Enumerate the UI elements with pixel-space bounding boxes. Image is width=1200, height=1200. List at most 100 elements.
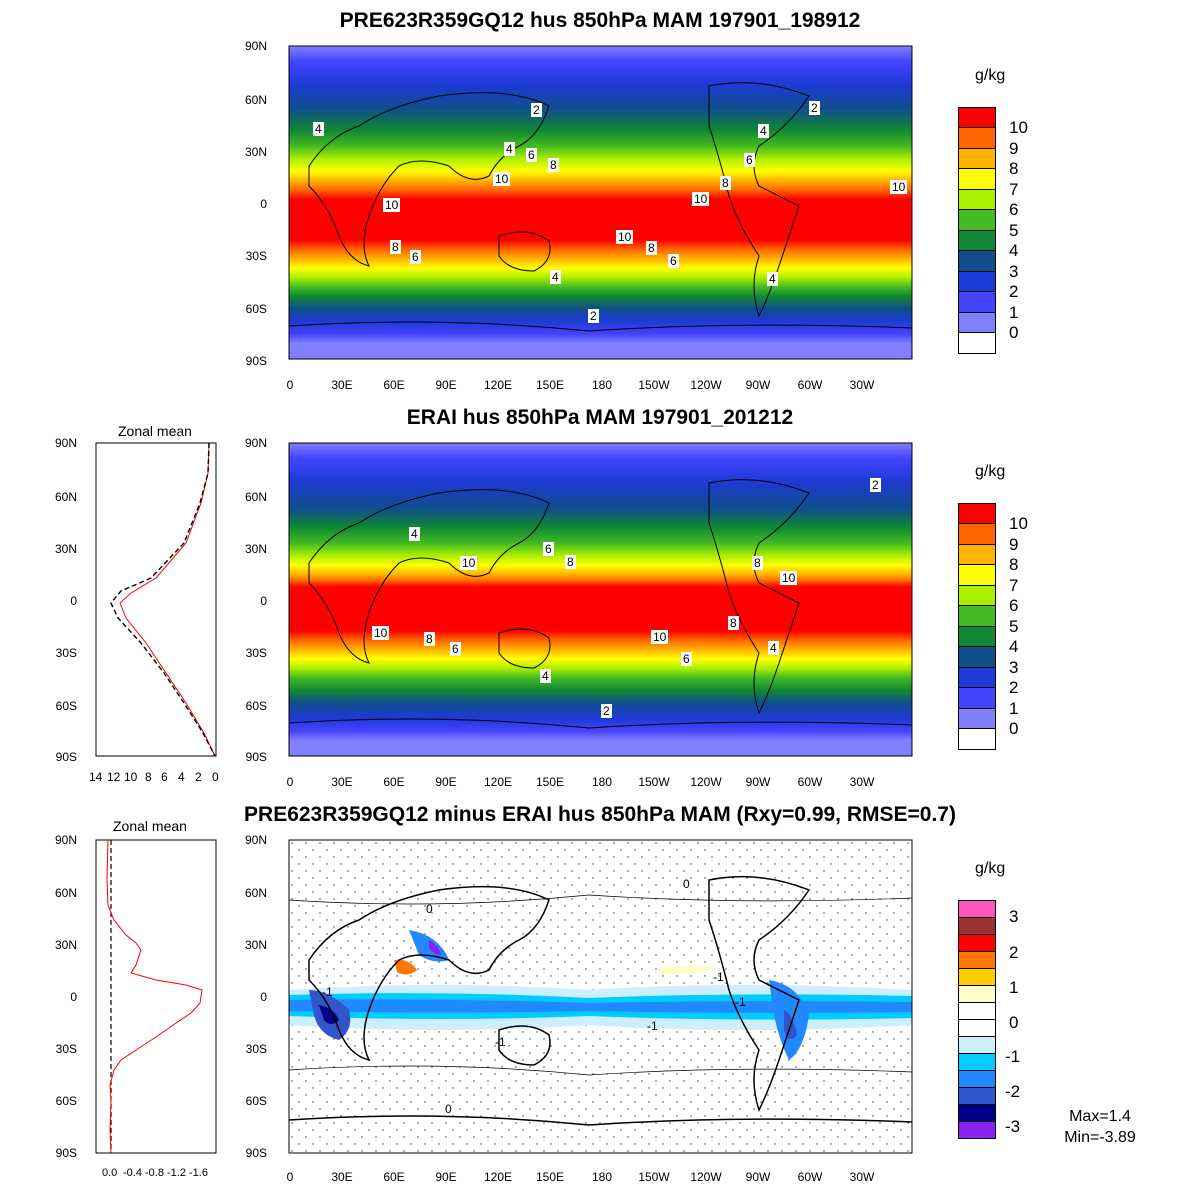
panel2-contour-label: 6: [543, 542, 554, 556]
panel3-contour-label: -1: [495, 1035, 506, 1049]
panel3-lat-tick: 0: [260, 990, 267, 1004]
panel3-zonal-lat-tick: 90N: [54, 833, 77, 847]
panel3-colorbar-swatch: [958, 968, 996, 986]
panel3-lat-tick: 30N: [244, 938, 267, 952]
panel3-lat-tick: 60S: [245, 1094, 267, 1108]
panel1-contour-label: 6: [668, 254, 679, 268]
panel2-colorbar-swatch: [958, 564, 996, 586]
panel1-lat-tick: 0: [260, 197, 267, 211]
panel2-contour-label: 10: [372, 626, 390, 640]
panel3-colorbar-swatch: [958, 1104, 996, 1122]
panel2-lat-tick: 30N: [244, 542, 267, 556]
panel2-zonal-lat-tick: 90S: [55, 750, 77, 764]
panel2-contour-label: 4: [768, 641, 779, 655]
panel2-australia-outline: [498, 628, 551, 669]
panel3-zonal-lat-tick: 60N: [54, 886, 77, 900]
panel2-colorbar-swatch: [958, 728, 996, 750]
panel1-colorbar-swatch: [958, 332, 996, 354]
panel2-lon-tick: 30W: [849, 775, 875, 789]
panel3-map: [288, 839, 913, 1154]
min-label: Min=-3.89: [1064, 1129, 1136, 1146]
panel1-colorbar-swatch: [958, 271, 996, 293]
panel1-contour-label: 10: [493, 172, 511, 186]
panel1-colorbar-swatch: [958, 127, 996, 149]
panel2-colorbar-swatch: [958, 523, 996, 545]
panel3-contour-label: 0: [445, 1102, 452, 1116]
panel1-lat-tick: 60N: [244, 93, 267, 107]
panel1-lon-tick: 90W: [745, 378, 771, 392]
panel1-colorbar: [958, 107, 996, 355]
panel3-colorbar-swatch: [958, 1121, 996, 1139]
panel2-lat-tick: 60N: [244, 490, 267, 504]
panel1-colorbar-label: 3: [1009, 262, 1019, 281]
panel2-lat-tick: 30S: [245, 646, 267, 660]
panel2-lon-tick: 180: [591, 775, 613, 789]
panel2-lat-tick: 90S: [245, 750, 267, 764]
panel3-lon-tick: 60W: [797, 1170, 823, 1184]
panel2-zonal-x-tick: 6: [161, 770, 168, 784]
panel1-lon-tick: 30W: [849, 378, 875, 392]
panel2-colorbar-label: 10: [1009, 514, 1028, 533]
panel2-colorbar-label: 7: [1009, 576, 1019, 595]
panel1-colorbar-swatch: [958, 168, 996, 190]
panel3-zonal-x-tick: -0.4: [123, 1167, 142, 1179]
panel2-zonal-lat-tick: 0: [70, 594, 77, 608]
panel2-zonal-x-tick: 2: [195, 770, 202, 784]
panel3-colorbar-swatch: [958, 934, 996, 952]
panel2-colorbar-swatch: [958, 544, 996, 566]
panel1-contour-label: 6: [410, 250, 421, 264]
panel1-colorbar-swatch: [958, 250, 996, 272]
panel2-colorbar-label: 8: [1009, 555, 1019, 574]
panel2-colorbar-label: 2: [1009, 678, 1019, 697]
panel3-colorbar-label: 0: [1009, 1013, 1019, 1032]
panel2-zonal-x-tick: 0: [212, 770, 219, 784]
panel1-contour-label: 6: [744, 153, 755, 167]
panel3-contour-label: 0: [426, 902, 433, 916]
panel3-colorbar-label: -2: [1005, 1082, 1021, 1101]
panel1-contour-label: 10: [383, 198, 401, 212]
panel2-contour-label: 2: [870, 478, 881, 492]
panel3-lat-tick: 90S: [245, 1146, 267, 1160]
panel2-lon-tick: 90E: [435, 775, 457, 789]
panel3-lat-tick: 90N: [244, 833, 267, 847]
panel1-colorbar-label: 2: [1009, 282, 1019, 301]
panel3-unit-label: g/kg: [975, 860, 1006, 877]
panel1-americas-outline: [708, 82, 810, 318]
panel3-australia-outline: [498, 1025, 551, 1066]
panel2-map: [288, 442, 913, 757]
panel3-lon-tick: 0: [286, 1170, 294, 1184]
panel1-contour-label: 10: [890, 180, 908, 194]
panel3-lon-tick: 120W: [690, 1170, 722, 1184]
panel1-lon-tick: 150W: [638, 378, 670, 392]
panel2-lon-tick: 30E: [331, 775, 353, 789]
panel2-colorbar-swatch: [958, 667, 996, 689]
panel1-contour-label: 6: [526, 148, 537, 162]
panel1-lon-tick: 90E: [435, 378, 457, 392]
panel2-americas-outline: [708, 479, 810, 715]
panel2-antarctica-outline: [288, 718, 913, 729]
panel2-colorbar-label: 3: [1009, 658, 1019, 677]
panel2-lat-tick: 0: [260, 594, 267, 608]
panel1-lon-tick: 180: [591, 378, 613, 392]
panel3-lon-tick: 150W: [638, 1170, 670, 1184]
panel1-contour-label: 4: [758, 124, 769, 138]
panel3-colorbar-swatch: [958, 985, 996, 1003]
panel3-colorbar-label: -3: [1005, 1117, 1021, 1136]
panel2-zonal-x-tick: 4: [178, 770, 185, 784]
panel2-contour-label: 4: [540, 669, 551, 683]
panel2-zonal-obs-line: [110, 442, 216, 757]
panel1-title: PRE623R359GQ12 hus 850hPa MAM 197901_198…: [339, 9, 861, 32]
panel3-continent-outline: [308, 885, 550, 1062]
panel2-zonal-x-tick: 12: [107, 770, 121, 784]
panel1-unit-label: g/kg: [975, 67, 1006, 84]
panel3-lon-tick: 150E: [535, 1170, 565, 1184]
panel3-lon-tick: 30E: [331, 1170, 353, 1184]
panel3-americas-outline: [708, 875, 811, 1112]
panel1-contour-label: 8: [646, 241, 657, 255]
panel1-lat-tick: 90N: [244, 39, 267, 53]
panel3-lon-tick: 120E: [483, 1170, 513, 1184]
panel2-colorbar-label: 4: [1009, 637, 1019, 656]
panel3-contour-label: -1: [322, 985, 333, 999]
panel1-colorbar-swatch: [958, 189, 996, 211]
panel2-lon-tick: 150W: [638, 775, 670, 789]
